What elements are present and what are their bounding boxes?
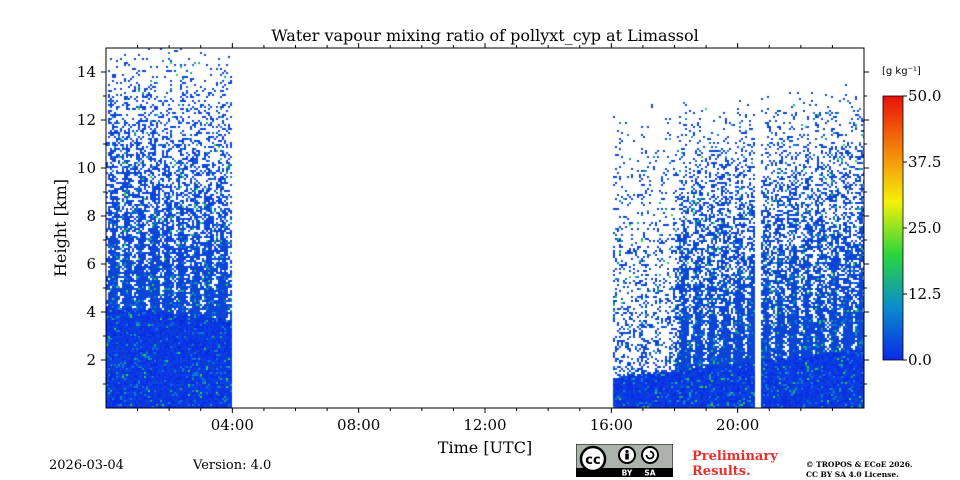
cc-license-badge: cc BY SA xyxy=(576,444,673,477)
cc-icon xyxy=(579,445,607,473)
colorbar-tick-label: 37.5 xyxy=(908,153,941,171)
copyright-line-1: © TROPOS & ECoE 2026. xyxy=(806,460,913,469)
colorbar-unit-label: [g kg⁻¹] xyxy=(882,66,921,77)
colorbar-gradient xyxy=(883,96,903,360)
preliminary-results-note: Preliminary Results. xyxy=(692,449,778,479)
x-tick-label: 20:00 xyxy=(716,416,759,434)
by-label: BY xyxy=(622,469,633,478)
by-icon-head xyxy=(625,449,629,454)
x-axis-label: Time [UTC] xyxy=(438,438,532,457)
y-tick-label: 4 xyxy=(86,303,96,321)
chart-title: Water vapour mixing ratio of pollyxt_cyp… xyxy=(271,26,698,45)
y-tick-label: 12 xyxy=(77,111,96,129)
y-axis-label: Height [km] xyxy=(51,179,70,277)
copyright-note: © TROPOS & ECoE 2026. CC BY SA 4.0 Licen… xyxy=(806,460,913,480)
sa-label: SA xyxy=(644,469,655,478)
y-tick-label: 8 xyxy=(86,207,96,225)
x-axis: 04:00 08:00 12:00 16:00 20:00 xyxy=(137,43,833,434)
sa-icon xyxy=(641,446,659,464)
y-axis: 2 4 6 8 10 12 14 xyxy=(77,63,869,385)
y-tick-label: 10 xyxy=(77,159,96,177)
colorbar-tick-label: 0.0 xyxy=(908,351,932,369)
footer-version: Version: 4.0 xyxy=(193,458,272,473)
colorbar-ticks: 0.0 12.5 25.0 37.5 50.0 xyxy=(903,87,941,369)
copyright-line-2: CC BY SA 4.0 License. xyxy=(806,470,899,479)
cc-badge-bottom-strip xyxy=(576,468,673,477)
colorbar-tick-label: 50.0 xyxy=(908,87,941,105)
colorbar-tick-label: 25.0 xyxy=(908,219,941,237)
x-tick-label: 04:00 xyxy=(211,416,254,434)
colorbar: [g kg⁻¹] 0.0 12.5 25.0 37.5 50.0 xyxy=(882,66,941,369)
sa-icon-arrow xyxy=(645,450,655,460)
x-tick-label: 16:00 xyxy=(590,416,633,434)
x-tick-label: 12:00 xyxy=(463,416,506,434)
preliminary-line-2: Results. xyxy=(692,464,751,479)
cc-icon-label: cc xyxy=(585,453,600,468)
colorbar-tick-label: 12.5 xyxy=(908,285,941,303)
y-tick-label: 2 xyxy=(86,351,96,369)
y-tick-label: 6 xyxy=(86,255,96,273)
plot-area: 04:00 08:00 12:00 16:00 20:00 2 4 6 8 10 12 14 xyxy=(77,43,869,434)
x-tick-label: 08:00 xyxy=(337,416,380,434)
footer-date: 2026-03-04 xyxy=(49,458,124,473)
preliminary-line-1: Preliminary xyxy=(692,449,778,464)
y-tick-label: 14 xyxy=(77,63,96,81)
heatmap-image xyxy=(106,48,864,408)
by-icon-body xyxy=(625,453,629,460)
